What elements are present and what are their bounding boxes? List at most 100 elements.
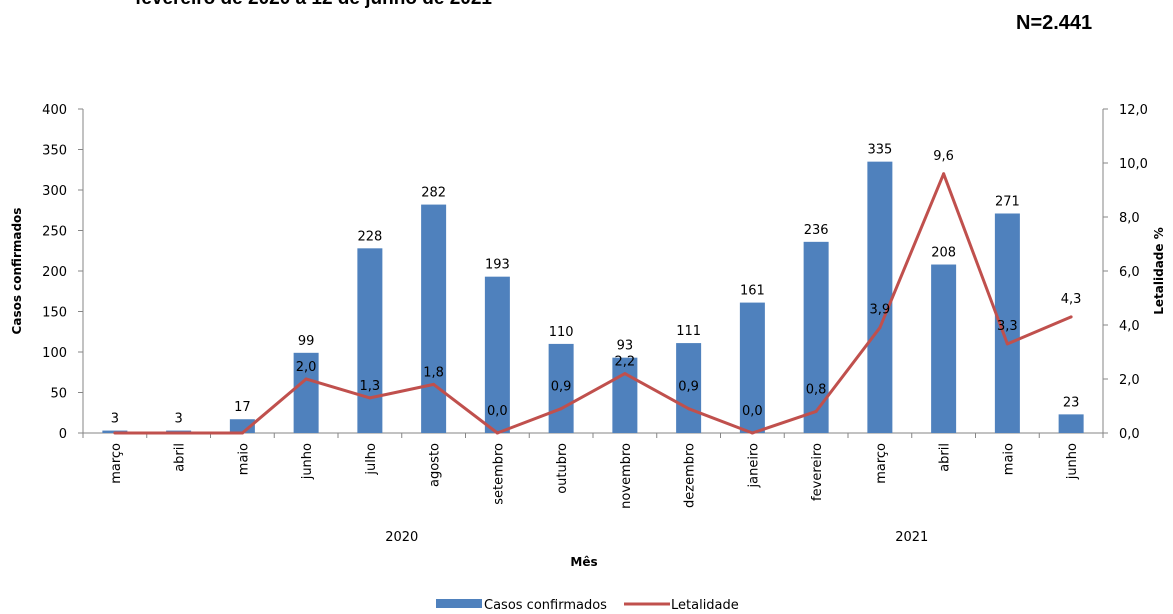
line-point — [750, 431, 754, 435]
line-value-label: 1,3 — [360, 379, 381, 394]
bar-value-label: 161 — [740, 284, 765, 299]
bar — [676, 343, 702, 433]
x-category-label: maio — [1001, 443, 1016, 475]
x-category-label: junho — [1065, 443, 1080, 480]
bar-value-label: 335 — [867, 143, 892, 158]
line-point — [304, 377, 308, 381]
bar — [1058, 414, 1084, 433]
bar-value-label: 93 — [617, 339, 634, 354]
left-tick-label: 250 — [42, 225, 67, 240]
bar — [867, 161, 893, 433]
bar-value-label: 3 — [174, 412, 182, 427]
year-label: 2021 — [895, 530, 928, 545]
x-category-label: junho — [300, 443, 315, 480]
line-point — [559, 407, 563, 411]
letalidade-line — [114, 172, 1072, 435]
line-point — [368, 396, 372, 400]
sample-size-label: N=2.441 — [1016, 12, 1093, 34]
line-value-label: 0,0 — [487, 404, 508, 419]
x-category-label: julho — [364, 443, 379, 476]
bar — [803, 241, 829, 433]
right-axis-title: Letalidade % — [1152, 227, 1166, 314]
bar — [548, 343, 574, 433]
right-tick-label: 2,0 — [1119, 373, 1140, 388]
x-category-label: setembro — [491, 443, 506, 505]
x-category-label: dezembro — [683, 443, 698, 508]
line-point — [814, 409, 818, 413]
line-value-label: 0,0 — [742, 404, 763, 419]
line-point — [1069, 315, 1073, 319]
line-point — [687, 407, 691, 411]
left-tick-label: 200 — [42, 265, 67, 280]
chart-title: fevereiro de 2020 a 12 de junho de 2021 — [135, 0, 492, 10]
right-tick-label: 6,0 — [1119, 265, 1140, 280]
right-tick-label: 4,0 — [1119, 319, 1140, 334]
line-value-label: 0,9 — [551, 380, 572, 395]
line-value-label: 2,0 — [296, 360, 317, 375]
bar-value-label: 228 — [357, 229, 382, 244]
line-point — [878, 326, 882, 330]
right-tick-label: 12,0 — [1119, 103, 1148, 118]
line-point — [240, 431, 244, 435]
bar — [357, 248, 383, 433]
line-value-label: 9,6 — [933, 149, 954, 164]
x-category-label: outubro — [555, 443, 570, 494]
x-category-label: janeiro — [746, 443, 761, 488]
bar-value-label: 208 — [931, 246, 956, 261]
bar — [931, 264, 957, 433]
line-value-label: 4,3 — [1061, 292, 1082, 307]
bar — [293, 352, 319, 433]
line-value-label: 3,9 — [870, 303, 891, 318]
bar — [612, 357, 638, 433]
x-category-label: agosto — [428, 443, 443, 487]
line-point — [177, 431, 181, 435]
bar-value-label: 110 — [549, 325, 574, 340]
bar-value-label: 3 — [111, 412, 119, 427]
line-point — [113, 431, 117, 435]
line-point — [495, 431, 499, 435]
left-tick-label: 350 — [42, 144, 67, 159]
left-tick-label: 150 — [42, 306, 67, 321]
right-tick-label: 0,0 — [1119, 427, 1140, 442]
bar-value-label: 111 — [676, 324, 701, 339]
legend-bar-swatch — [436, 599, 482, 608]
right-tick-label: 8,0 — [1119, 211, 1140, 226]
line-value-label: 2,2 — [615, 355, 636, 370]
right-tick-label: 10,0 — [1119, 157, 1148, 172]
x-category-label: novembro — [619, 443, 634, 509]
bar — [484, 276, 510, 433]
x-category-label: abril — [173, 443, 188, 472]
bar-value-label: 271 — [995, 194, 1020, 209]
bar-value-label: 282 — [421, 186, 446, 201]
line-value-label: 1,8 — [423, 365, 444, 380]
bar-value-label: 193 — [485, 258, 510, 273]
year-label: 2020 — [385, 530, 418, 545]
line-point — [623, 372, 627, 376]
bar-value-label: 236 — [804, 223, 829, 238]
left-tick-label: 100 — [42, 346, 67, 361]
left-tick-label: 0 — [59, 427, 67, 442]
line-point — [432, 382, 436, 386]
bar-value-label: 23 — [1063, 395, 1080, 410]
left-tick-label: 50 — [50, 387, 67, 402]
bar — [421, 204, 447, 433]
bar — [739, 302, 765, 433]
left-tick-label: 300 — [42, 184, 67, 199]
bar-value-label: 99 — [298, 334, 315, 349]
bar-value-label: 17 — [234, 400, 251, 415]
x-category-label: abril — [938, 443, 953, 472]
left-axis-title: Casos confirmados — [10, 208, 24, 335]
line-point — [1005, 342, 1009, 346]
x-category-label: março — [874, 443, 889, 484]
x-category-label: fevereiro — [810, 443, 825, 501]
x-axis-title: Mês — [570, 555, 597, 569]
line-value-label: 0,9 — [678, 380, 699, 395]
legend-line-label: Letalidade — [671, 598, 739, 613]
legend-bar-label: Casos confirmados — [484, 598, 607, 613]
x-category-label: março — [109, 443, 124, 484]
line-value-label: 3,3 — [997, 319, 1018, 334]
left-tick-label: 400 — [42, 103, 67, 118]
x-category-label: maio — [236, 443, 251, 475]
line-value-label: 0,8 — [806, 382, 827, 397]
